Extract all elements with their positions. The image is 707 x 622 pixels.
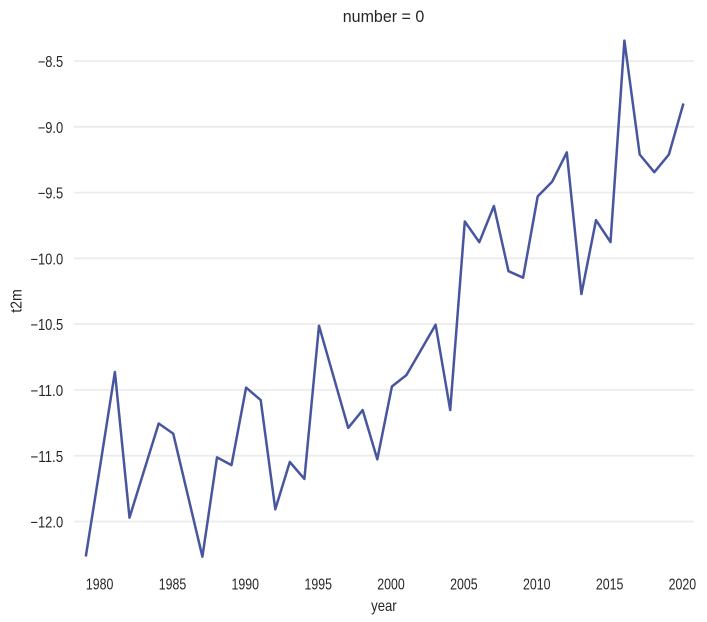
- svg-text:−10.0: −10.0: [30, 251, 63, 268]
- svg-text:t2m: t2m: [9, 289, 26, 313]
- svg-text:2000: 2000: [377, 577, 405, 594]
- svg-text:−10.5: −10.5: [30, 317, 63, 334]
- svg-text:number = 0: number = 0: [343, 8, 425, 26]
- svg-text:1985: 1985: [159, 577, 187, 594]
- svg-text:1990: 1990: [232, 577, 260, 594]
- svg-text:2015: 2015: [596, 577, 624, 594]
- svg-text:2010: 2010: [523, 577, 551, 594]
- svg-text:−9.5: −9.5: [38, 186, 64, 203]
- svg-text:−9.0: −9.0: [38, 120, 64, 137]
- svg-text:2005: 2005: [450, 577, 478, 594]
- svg-text:−12.0: −12.0: [30, 515, 63, 532]
- svg-text:−8.5: −8.5: [38, 54, 64, 71]
- svg-text:1980: 1980: [86, 577, 114, 594]
- svg-text:year: year: [371, 598, 397, 615]
- svg-text:−11.0: −11.0: [30, 383, 63, 400]
- svg-text:−11.5: −11.5: [30, 449, 63, 466]
- svg-text:1995: 1995: [304, 577, 332, 594]
- svg-text:2020: 2020: [669, 577, 697, 594]
